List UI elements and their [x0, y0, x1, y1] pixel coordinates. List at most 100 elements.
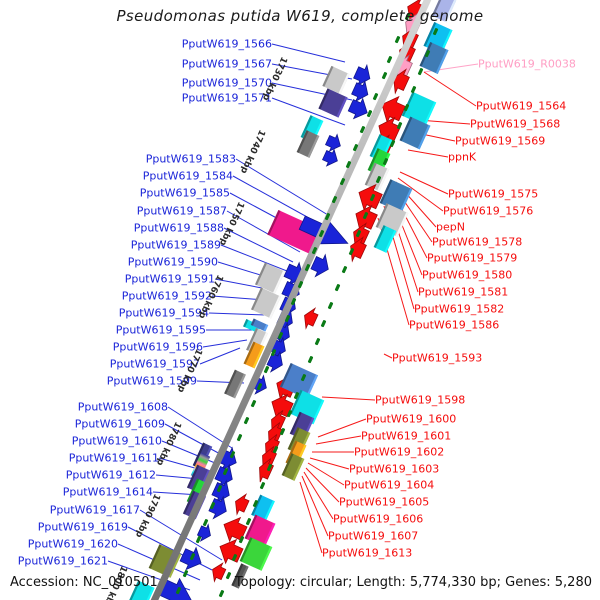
gene-label-forward[interactable]: PputW619_R0038: [478, 57, 576, 71]
gene-label-reverse[interactable]: PputW619_1588: [133, 221, 224, 235]
gene-label-forward[interactable]: PputW619_1564: [476, 99, 567, 113]
gene-label-reverse[interactable]: PputW619_1620: [27, 537, 118, 551]
gene-box[interactable]: [255, 262, 285, 294]
gene-label-reverse[interactable]: PputW619_1585: [139, 186, 230, 200]
gene-box[interactable]: [279, 362, 319, 400]
gene-label-reverse[interactable]: PputW619_1583: [145, 152, 236, 166]
gene-label-reverse[interactable]: PputW619_1591: [124, 272, 215, 286]
gene-label-forward[interactable]: pepN: [436, 220, 465, 234]
gene-box-body[interactable]: [224, 369, 246, 399]
gene-arrow-body[interactable]: [219, 513, 250, 546]
gene-arrow[interactable]: [231, 492, 251, 517]
gene-box[interactable]: [322, 65, 350, 95]
gene-label-reverse[interactable]: PputW619_1597: [109, 357, 200, 371]
gene-arrow[interactable]: [345, 234, 369, 263]
gene-arrow-body[interactable]: [350, 201, 380, 235]
gene-box[interactable]: [127, 580, 155, 600]
gene-label-forward[interactable]: PputW619_1606: [333, 512, 424, 526]
gene-box-body[interactable]: [250, 318, 269, 332]
gene-label-forward[interactable]: PputW619_1580: [422, 268, 513, 282]
gene-box-body[interactable]: [296, 130, 320, 158]
gene-label-forward[interactable]: PputW619_1613: [322, 546, 413, 560]
gene-box[interactable]: [250, 318, 269, 332]
gene-label-forward[interactable]: PputW619_1607: [328, 529, 419, 543]
gene-label-forward[interactable]: PputW619_1568: [470, 117, 561, 131]
gene-arrow[interactable]: [208, 560, 227, 583]
backbone-line[interactable]: [146, 0, 436, 600]
gene-arrow-body[interactable]: [353, 180, 385, 215]
gene-arrow[interactable]: [265, 349, 287, 375]
gene-label-reverse[interactable]: PputW619_1596: [112, 340, 203, 354]
gene-arrow-body[interactable]: [321, 147, 341, 169]
gene-label-reverse[interactable]: PputW619_1614: [62, 485, 153, 499]
gene-arrow-body[interactable]: [215, 535, 246, 568]
gene-label-forward[interactable]: PputW619_1582: [414, 302, 505, 316]
gene-label-reverse[interactable]: PputW619_1589: [130, 238, 221, 252]
gene-label-reverse[interactable]: PputW619_1584: [142, 169, 233, 183]
gene-box-body[interactable]: [127, 580, 155, 600]
gene-box-body[interactable]: [186, 464, 211, 494]
gene-label-reverse[interactable]: PputW619_1612: [65, 468, 156, 482]
gene-arrow[interactable]: [350, 78, 373, 104]
gene-box[interactable]: [296, 130, 320, 158]
gene-box-body[interactable]: [279, 362, 319, 400]
gene-label-reverse[interactable]: PputW619_1587: [136, 204, 227, 218]
gene-box[interactable]: [373, 225, 397, 253]
gene-label-forward[interactable]: PputW619_1593: [392, 351, 483, 365]
gene-label-reverse[interactable]: PputW619_1599: [106, 374, 197, 388]
gene-box-body[interactable]: [364, 162, 390, 192]
gene-label-forward[interactable]: PputW619_1579: [427, 251, 518, 265]
gene-label-reverse[interactable]: PputW619_1608: [77, 400, 168, 414]
gene-label-forward[interactable]: PputW619_1576: [443, 204, 534, 218]
gene-box[interactable]: [399, 116, 431, 150]
gene-box[interactable]: [251, 287, 281, 319]
gene-box-body[interactable]: [267, 209, 326, 257]
gene-label-reverse[interactable]: PputW619_1590: [127, 255, 218, 269]
gene-label-forward[interactable]: PputW619_1569: [455, 134, 546, 148]
gene-label-reverse[interactable]: PputW619_1621: [17, 554, 108, 568]
gene-arrow-body[interactable]: [352, 62, 375, 88]
gene-box-body[interactable]: [251, 494, 275, 522]
gene-label-forward[interactable]: PputW619_1603: [349, 462, 440, 476]
gene-arrow[interactable]: [321, 147, 341, 169]
gene-arrow[interactable]: [219, 513, 250, 546]
gene-arrow[interactable]: [300, 306, 320, 331]
gene-box[interactable]: [251, 494, 275, 522]
gene-arrow-body[interactable]: [346, 95, 371, 122]
gene-label-forward[interactable]: ppnK: [448, 150, 477, 164]
gene-label-reverse[interactable]: PputW619_1619: [37, 520, 128, 534]
gene-label-reverse[interactable]: PputW619_1592: [121, 289, 212, 303]
gene-arrow[interactable]: [388, 66, 412, 95]
gene-label-forward[interactable]: PputW619_1578: [432, 235, 523, 249]
gene-box[interactable]: [231, 563, 249, 589]
gene-arrow-body[interactable]: [376, 92, 408, 127]
gene-label-forward[interactable]: PputW619_1598: [375, 393, 466, 407]
gene-box[interactable]: [431, 0, 457, 23]
genome-backbone[interactable]: [146, 0, 436, 600]
gene-box-body[interactable]: [231, 563, 249, 589]
gene-box[interactable]: [364, 162, 390, 192]
gene-label-forward[interactable]: PputW619_1586: [409, 318, 500, 332]
gene-label-forward[interactable]: PputW619_1605: [339, 495, 430, 509]
gene-arrow[interactable]: [196, 522, 214, 543]
gene-label-reverse[interactable]: PputW619_1570: [181, 76, 272, 90]
gene-label-reverse[interactable]: PputW619_1566: [181, 37, 272, 51]
gene-box-body[interactable]: [431, 0, 457, 23]
gene-arrow-body[interactable]: [267, 390, 296, 422]
gene-label-forward[interactable]: PputW619_1601: [361, 429, 452, 443]
gene-box[interactable]: [318, 88, 348, 118]
gene-box[interactable]: [243, 341, 265, 369]
gene-label-reverse[interactable]: PputW619_1610: [71, 434, 162, 448]
gene-label-forward[interactable]: PputW619_1600: [366, 412, 457, 426]
gene-arrow[interactable]: [309, 252, 334, 280]
gene-label-forward[interactable]: PputW619_1581: [418, 285, 509, 299]
gene-arrow-body[interactable]: [324, 132, 344, 154]
gene-label-reverse[interactable]: PputW619_1595: [115, 323, 206, 337]
gene-box[interactable]: [224, 369, 246, 399]
gene-label-reverse[interactable]: PputW619_1567: [181, 57, 272, 71]
gene-label-reverse[interactable]: PputW619_1571: [181, 91, 272, 105]
gene-box-body[interactable]: [243, 341, 265, 369]
gene-label-reverse[interactable]: PputW619_1611: [68, 451, 159, 465]
gene-arrow-body[interactable]: [350, 78, 373, 104]
gene-arrow[interactable]: [215, 535, 246, 568]
